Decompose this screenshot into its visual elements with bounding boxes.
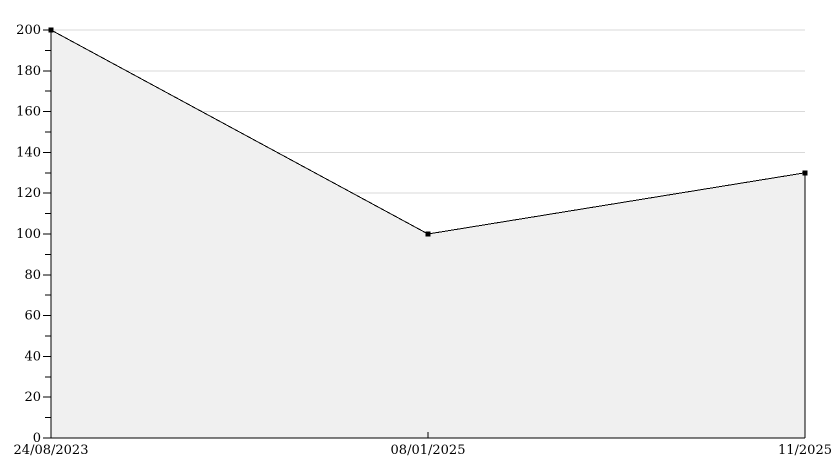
y-axis-label: 200 (16, 23, 41, 38)
y-axis-label: 160 (16, 105, 41, 120)
y-axis-label: 40 (24, 349, 41, 364)
data-point-marker (425, 231, 431, 237)
y-axis-label: 0 (33, 431, 41, 446)
series-line (50, 29, 806, 438)
y-axis-label: 100 (16, 227, 41, 242)
data-point-marker (802, 170, 808, 176)
x-axis-label: 24/08/2023 (14, 443, 89, 458)
y-axis-label: 60 (24, 309, 41, 324)
y-axis-label: 20 (24, 390, 41, 405)
data-point-marker (48, 27, 54, 33)
x-axis-label: 08/01/2025 (391, 443, 466, 458)
y-axis-label: 180 (16, 64, 41, 79)
y-axis-label: 80 (24, 268, 41, 283)
x-axis-label: 11/2025 (778, 443, 832, 458)
y-axis-label: 140 (16, 145, 41, 160)
y-axis-label: 120 (16, 186, 41, 201)
